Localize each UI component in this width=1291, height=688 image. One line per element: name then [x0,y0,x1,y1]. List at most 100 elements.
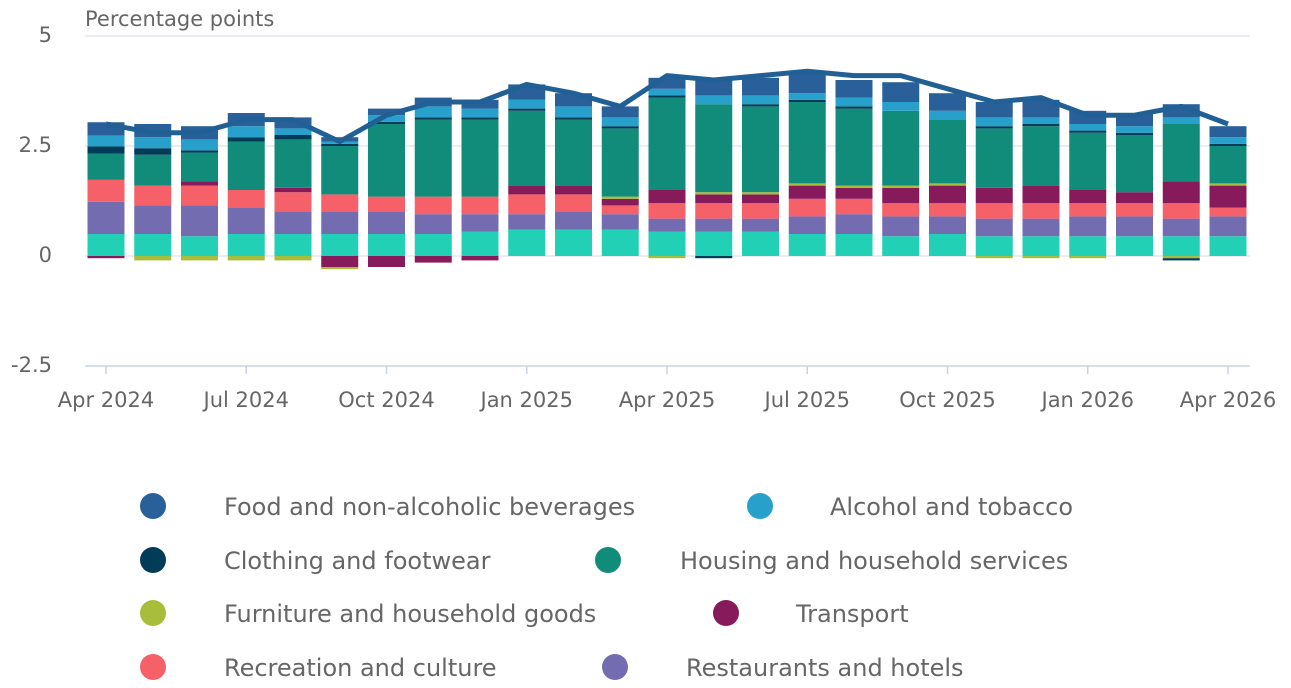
bar-segment [975,187,1013,204]
bar-segment [975,218,1013,237]
bar-segment [87,153,125,180]
bar-segment [555,106,592,118]
bar-segment [601,126,639,129]
bar-segment [1069,190,1107,204]
bar-segment [134,137,172,149]
bar-segment [975,102,1013,118]
bar-segment [648,95,686,98]
bar-segment [1116,236,1153,256]
bar-segment [742,194,779,204]
bar-segment [227,126,265,138]
bar-segment [835,214,873,234]
bar-segment [1069,236,1107,256]
x-tick-label: Apr 2025 [619,388,715,412]
bar-segment [1162,236,1200,256]
bar-segment [788,73,826,94]
bar-segment [929,203,966,217]
bar-segment [227,256,265,261]
bar-segment [1069,203,1107,217]
bar-segment [414,234,452,256]
bar-segment [368,196,405,212]
bar-segment [1209,143,1247,146]
legend-marker [140,600,166,626]
bar-segment [882,216,920,237]
bar-segment [648,77,686,89]
bar-segment [368,256,405,267]
bar-segment [87,256,125,259]
bar-segment [648,88,686,96]
bar-segment [788,185,826,199]
bar-segment [1209,183,1247,186]
bar-segment [1069,130,1107,133]
bar-segment [1022,203,1060,219]
x-tick-label: Oct 2025 [899,388,995,412]
bar-segment [975,256,1013,259]
bar-segment [601,196,639,199]
x-tick-label: Apr 2024 [58,388,154,412]
bar-segment [181,185,218,206]
bar-segment [181,256,218,261]
bar-segment [788,102,826,184]
bar-segment [181,150,218,153]
bar-segment [742,192,779,195]
bar-segment [1022,99,1060,118]
bar-segment [87,179,125,202]
bar-segment [181,181,218,186]
bar-segment [321,234,359,256]
bar-segment [274,234,312,256]
x-tick-label: Oct 2024 [338,388,434,412]
bar-segment [461,196,499,215]
bar-segment [368,121,405,124]
bar-segment [461,119,499,197]
bar-segment [1022,218,1060,237]
bar-segment [227,137,265,142]
bar-segment [929,185,966,204]
bar-segment [695,256,733,259]
bar-segment [975,126,1013,129]
bar-segment [181,139,218,151]
bar-segment [555,117,592,120]
bar-segment [601,198,639,206]
bar-segment [601,128,639,197]
bar-segment [788,93,826,100]
bar-segment [321,143,359,146]
bar-segment [181,205,218,237]
bar-segment [87,135,125,147]
bar-segment [975,128,1013,188]
bar-segment [414,106,452,118]
bar-segment [1162,124,1200,182]
bar-segment [882,102,920,111]
bar-segment [274,192,312,212]
bar-segment [227,234,265,256]
bar-segment [134,205,172,234]
bar-segment [835,187,873,199]
bar-segment [1069,216,1107,237]
bar-segment [788,234,826,256]
bar-segment [134,185,172,206]
x-tick-label: Jan 2026 [1040,388,1135,412]
bar-segment [601,205,639,215]
legend-label: Restaurants and hotels [686,654,964,682]
bar-segment [274,117,312,129]
bar-segment [414,117,452,120]
bar-segment [695,80,733,96]
bar-segment [929,183,966,186]
legend-label: Alcohol and tobacco [830,493,1073,521]
bar-segment [1209,137,1247,144]
bar-segment [274,139,312,188]
bar-segment [742,104,779,107]
bar-segment [227,207,265,234]
bar-segment [1162,181,1200,204]
bar-segment [835,198,873,215]
legend-label: Transport [795,600,909,628]
bar-segment [695,104,733,193]
bar-segment [882,236,920,256]
bar-segment [368,108,405,116]
bar-segment [1116,216,1153,237]
bar-segment [1069,132,1107,190]
bar-segment [975,203,1013,219]
bar-segment [555,212,592,230]
y-tick-label: 0 [39,243,52,267]
bar-segment [227,190,265,208]
